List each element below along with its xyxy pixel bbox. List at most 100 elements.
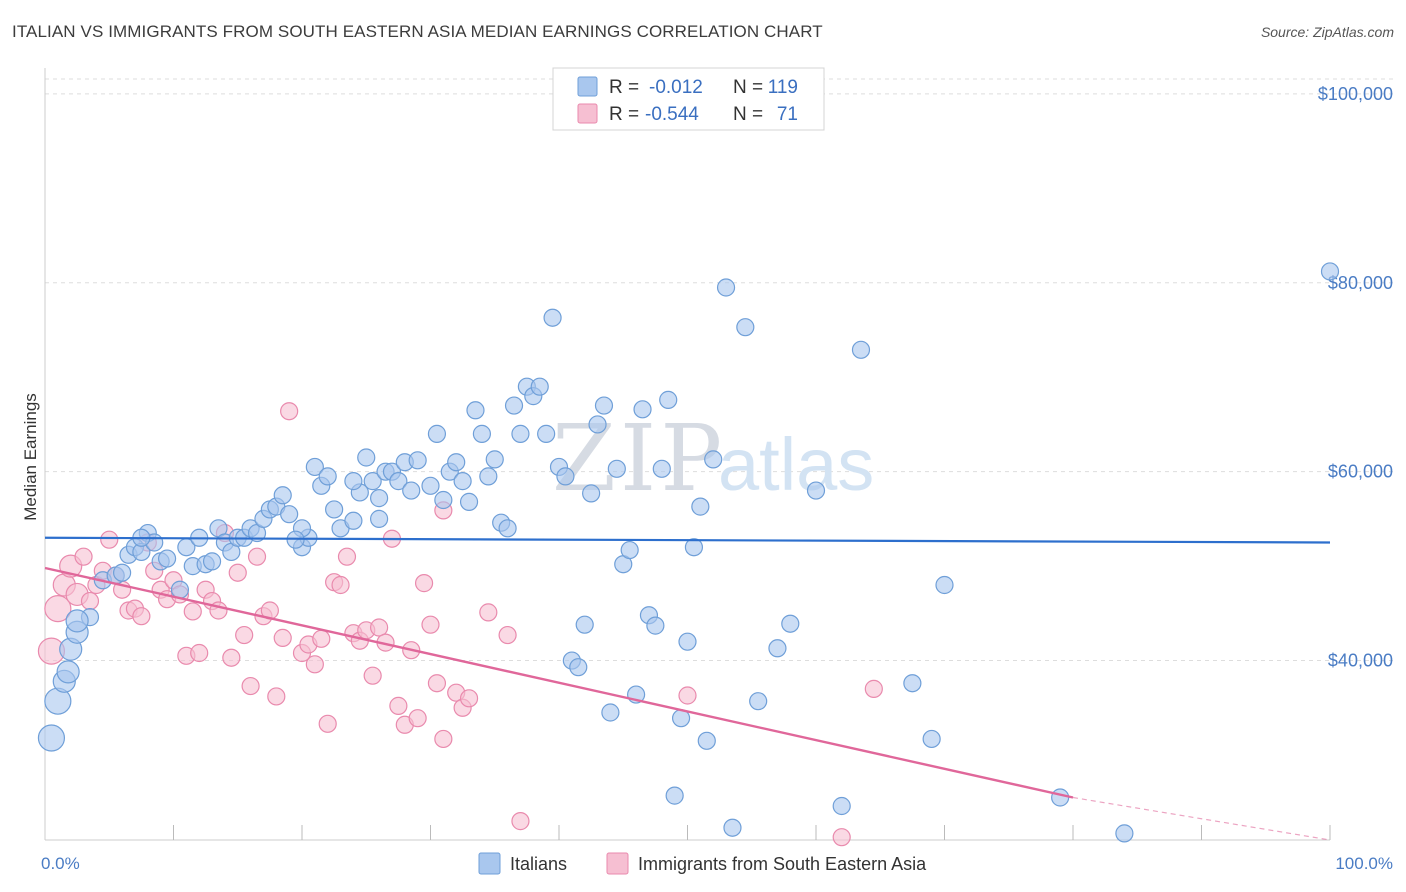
italians-point [427, 424, 447, 443]
italians-point [922, 729, 941, 749]
italians-point [601, 703, 620, 722]
series-italians-points [37, 262, 1340, 843]
source-label: Source: ZipAtlas.com [1260, 24, 1394, 40]
immigrants-trend-extension [1072, 796, 1331, 841]
immigrants-point [235, 625, 254, 645]
italians-point [665, 786, 684, 805]
immigrants-point [247, 547, 267, 566]
immigrants-point [228, 563, 247, 582]
italians-point [112, 563, 132, 582]
legend-n-value-2: 71 [777, 104, 798, 125]
italians-point [344, 511, 363, 530]
italians-point [280, 505, 299, 524]
italians-point [935, 575, 954, 595]
immigrants-point [864, 679, 883, 698]
italians-point [498, 519, 517, 538]
immigrants-point [312, 629, 331, 648]
italians-point [447, 453, 466, 472]
italians-point [652, 459, 671, 478]
italians-point [1051, 788, 1070, 807]
italians-point [305, 457, 324, 477]
y-axis-label: Median Earnings [21, 393, 40, 521]
italians-point [1320, 262, 1340, 281]
italians-point [749, 692, 768, 711]
italians-point [402, 481, 421, 500]
italians-point [370, 489, 389, 508]
immigrants-point [370, 618, 389, 637]
immigrants-point [427, 674, 447, 693]
italians-point [65, 609, 89, 633]
italians-point [903, 674, 922, 693]
bottom-legend-italians: Italians [510, 854, 567, 874]
italians-point [459, 492, 479, 511]
legend-swatch-italians [577, 76, 598, 97]
x-tick-label: 0.0% [41, 854, 80, 873]
italians-point [704, 450, 723, 469]
italians-point [325, 500, 344, 519]
immigrants-point [318, 714, 337, 733]
immigrants-point [421, 615, 440, 634]
immigrants-point [267, 687, 286, 706]
italians-point [344, 472, 363, 491]
italians-point [736, 318, 755, 337]
italians-point [716, 278, 736, 297]
legend-n-value-1: 119 [768, 77, 798, 98]
immigrants-point [337, 547, 357, 566]
immigrants-point [498, 625, 517, 645]
bottom-legend-swatch-immigrants [606, 852, 629, 875]
italians-point [511, 424, 530, 443]
italians-point [1115, 824, 1134, 843]
immigrants-trend-line [44, 566, 1074, 799]
italians-point [697, 731, 716, 750]
watermark-zip: ZIP [552, 405, 726, 512]
trend-lines [44, 536, 1331, 841]
immigrants-point [331, 575, 350, 595]
x-tick-labels: 0.0% 100.0% [41, 854, 1393, 873]
legend-bottom: Italians Immigrants from South Eastern A… [478, 852, 927, 875]
immigrants-point [414, 574, 434, 593]
immigrants-point [183, 602, 202, 621]
y-tick-label: $100,000 [1318, 84, 1393, 104]
italians-point [588, 415, 607, 434]
italians-point [56, 660, 80, 684]
italians-point [273, 486, 292, 505]
italians-point [202, 552, 222, 571]
italians-point [607, 459, 626, 478]
immigrants-point [280, 402, 299, 421]
italians-point [594, 396, 614, 415]
legend-swatch-immigrants [577, 103, 598, 124]
italians-point [485, 450, 504, 469]
italians-point [806, 481, 826, 500]
italians-point [363, 472, 382, 491]
bottom-legend-swatch-italians [478, 852, 501, 875]
immigrants-point [80, 591, 100, 611]
italians-point [620, 540, 639, 560]
chart-title: ITALIAN VS IMMIGRANTS FROM SOUTH EASTERN… [12, 22, 823, 41]
legend-top: R = -0.012 N = 119 R = -0.544 N = 71 [552, 67, 825, 131]
italians-point [781, 614, 800, 633]
immigrants-point [511, 812, 530, 831]
italians-point [434, 490, 453, 510]
immigrants-point [241, 676, 260, 696]
italians-point [537, 424, 556, 443]
legend-n-label-2: N = [733, 104, 763, 125]
legend-r-value-1: -0.012 [649, 77, 703, 98]
italians-point [389, 472, 408, 491]
italians-point [851, 340, 871, 359]
legend-r-value-2: -0.544 [645, 104, 699, 125]
y-tick-label: $80,000 [1328, 273, 1393, 293]
immigrants-point [678, 686, 697, 705]
immigrants-point [132, 607, 151, 626]
italians-point [157, 549, 177, 568]
x-tick-label: 100.0% [1335, 854, 1393, 873]
y-tick-label: $60,000 [1328, 462, 1393, 482]
italians-point [646, 616, 665, 635]
immigrants-point [44, 595, 72, 623]
italians-point [582, 484, 601, 503]
legend-r-label-2: R = [609, 104, 639, 125]
watermark-atlas: atlas [718, 423, 874, 506]
gridlines [45, 78, 1395, 662]
immigrants-point [479, 603, 498, 622]
immigrants-point [100, 530, 119, 549]
